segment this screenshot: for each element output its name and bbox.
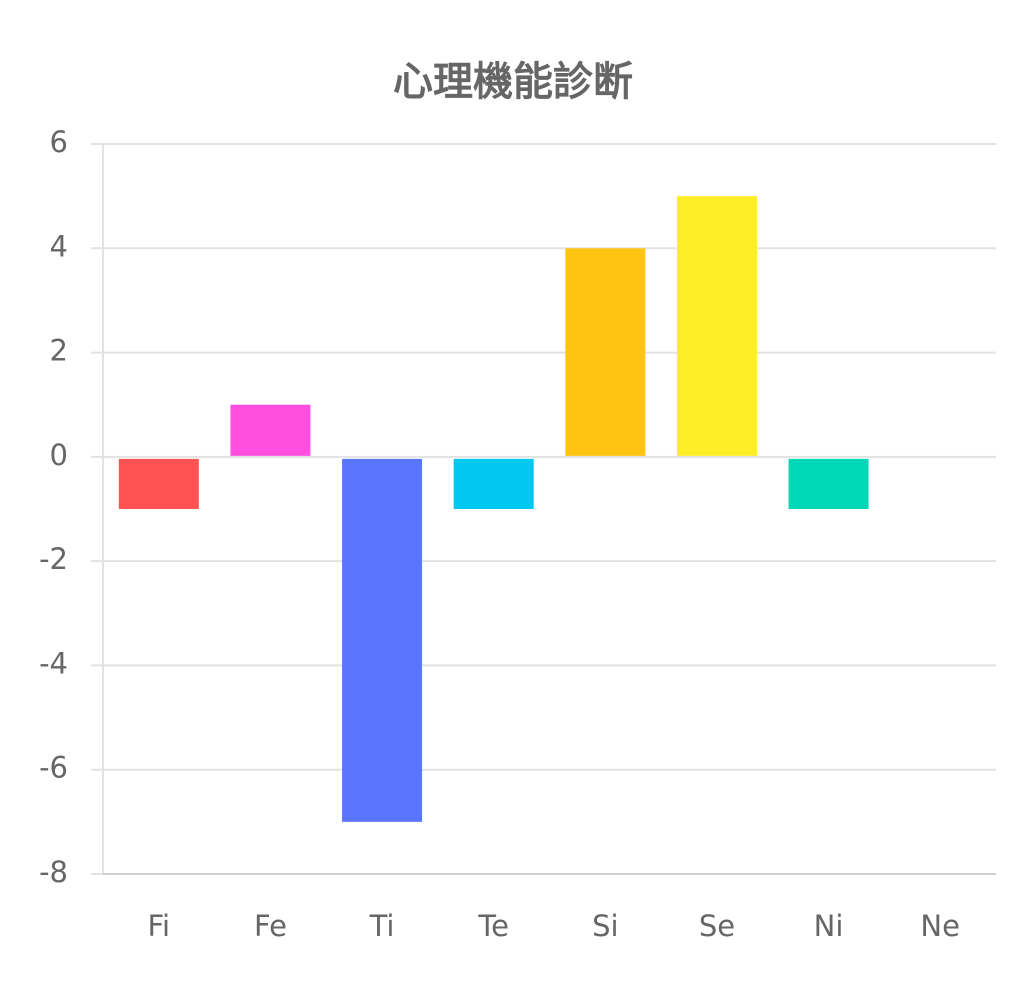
x-tick-label: Ti xyxy=(369,909,395,943)
x-tick-label: Fi xyxy=(147,909,170,943)
y-tick-label: -6 xyxy=(39,751,68,785)
y-tick-label: 4 xyxy=(50,229,68,263)
bar xyxy=(676,196,757,456)
y-tick-label: 2 xyxy=(50,334,68,368)
x-tick-label: Si xyxy=(592,909,618,943)
y-tick-label: 0 xyxy=(50,438,68,472)
x-tick-label: Ne xyxy=(920,909,960,943)
y-tick-label: -8 xyxy=(39,855,68,889)
bar xyxy=(565,248,646,456)
chart-title: 心理機能診断 xyxy=(393,59,633,105)
bar xyxy=(342,458,423,822)
x-tick-label: Fe xyxy=(254,909,287,943)
bar xyxy=(788,458,869,509)
bar xyxy=(118,458,199,509)
y-tick-label: 6 xyxy=(50,125,68,159)
y-tick-label: -2 xyxy=(39,542,68,576)
y-tick-label: -4 xyxy=(39,646,68,680)
bar xyxy=(453,458,534,509)
x-tick-label: Se xyxy=(699,909,735,943)
x-tick-label: Te xyxy=(477,909,509,943)
bar xyxy=(230,404,311,456)
x-tick-label: Ni xyxy=(814,909,844,943)
